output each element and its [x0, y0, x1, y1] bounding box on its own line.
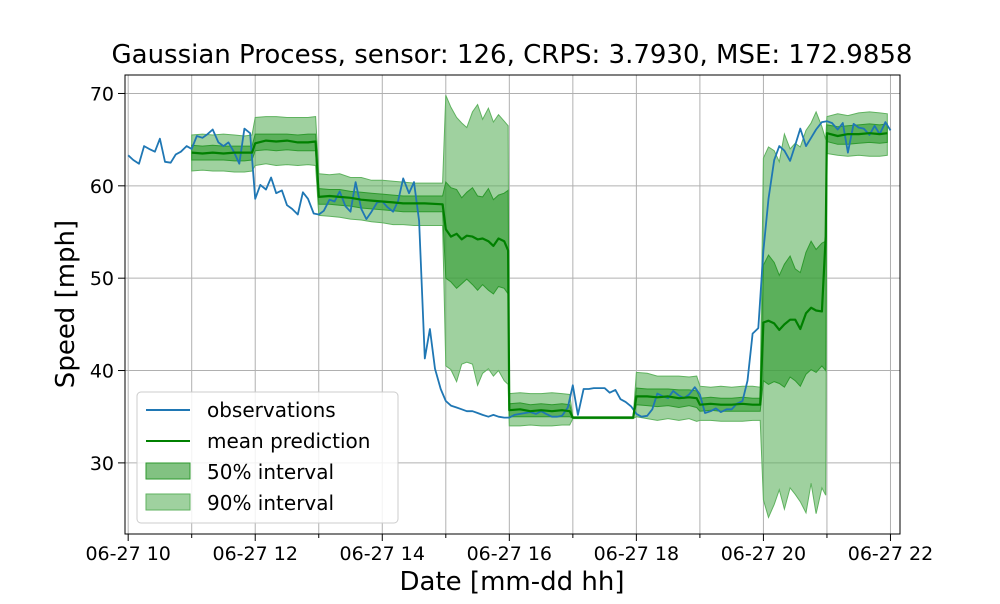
y-tick-label: 30	[90, 453, 114, 475]
x-axis-label: Date [mm-dd hh]	[400, 567, 625, 597]
legend-band50-swatch	[145, 462, 191, 480]
y-tick-label: 70	[90, 83, 114, 105]
x-tick-label: 06-27 20	[721, 543, 806, 565]
observations-line	[127, 120, 892, 419]
x-tick-label: 06-27 10	[85, 543, 170, 565]
axis-ticks: 06-27 10 06-27 12 06-27 14 06-27 16 06-27 18…	[85, 83, 933, 565]
y-axis-label: Speed [mph]	[51, 220, 81, 388]
x-tick-label: 06-27 16	[467, 543, 552, 565]
legend: observations mean prediction 50% interva…	[136, 391, 399, 524]
legend-band90-swatch	[145, 493, 191, 511]
legend-band50-label: 50% interval	[207, 460, 334, 484]
plot-frame	[124, 74, 901, 535]
series-lines	[127, 120, 892, 419]
y-tick-label: 60	[90, 176, 114, 198]
legend-mean-label: mean prediction	[207, 429, 370, 453]
y-tick-label: 50	[90, 268, 114, 290]
band-50-interval	[191, 123, 888, 419]
legend-band90-label: 90% interval	[207, 491, 334, 515]
mean-prediction-line	[191, 132, 888, 419]
chart-title: Gaussian Process, sensor: 126, CRPS: 3.7…	[112, 40, 913, 70]
y-tick-label: 40	[90, 361, 114, 383]
x-tick-label: 06-27 18	[594, 543, 679, 565]
x-tick-label: 06-27 14	[340, 543, 425, 565]
legend-observations-label: observations	[207, 398, 336, 422]
x-tick-label: 06-27 22	[848, 543, 933, 565]
x-tick-label: 06-27 12	[213, 543, 298, 565]
legend-box	[136, 391, 399, 524]
